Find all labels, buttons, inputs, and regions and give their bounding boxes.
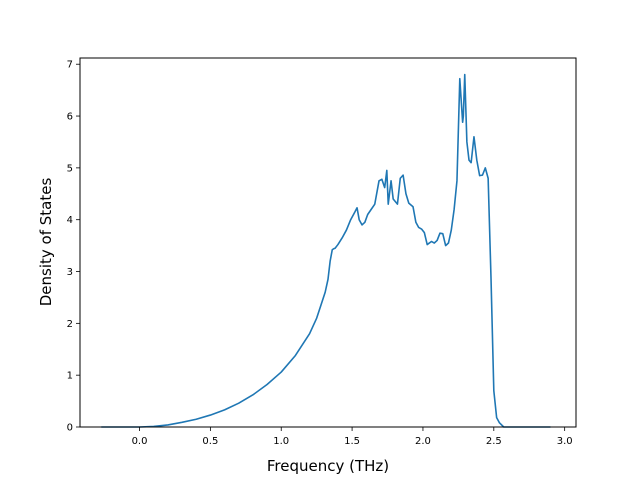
y-tick-label: 6: [67, 112, 73, 123]
y-tick-label: 2: [67, 319, 73, 330]
y-tick-label: 5: [67, 163, 73, 174]
plot-area: [101, 73, 551, 428]
y-tick-label: 3: [67, 267, 73, 278]
x-tick-label: 2.0: [415, 436, 431, 447]
x-tick-label: 2.5: [486, 436, 502, 447]
y-tick-label: 1: [67, 371, 73, 382]
y-tick-label: 4: [67, 215, 73, 226]
y-axis-ticks: 0 1 2 3 4 5 6 7: [67, 60, 80, 434]
y-tick-label: 0: [67, 423, 73, 434]
dos-series-line-0: [101, 73, 551, 428]
x-tick-label: 1.0: [273, 436, 289, 447]
x-tick-label: 3.0: [557, 436, 573, 447]
x-tick-label: 0.0: [132, 436, 148, 447]
x-axis-ticks: 0.0 0.5 1.0 1.5 2.0 2.5 3.0: [132, 427, 573, 447]
y-tick-label: 7: [67, 60, 73, 71]
plot-frame: [79, 57, 577, 428]
x-tick-label: 1.5: [344, 436, 360, 447]
x-tick-label: 0.5: [202, 436, 218, 447]
y-axis-title: Density of States: [37, 178, 55, 307]
x-axis-title: Frequency (THz): [267, 457, 389, 475]
